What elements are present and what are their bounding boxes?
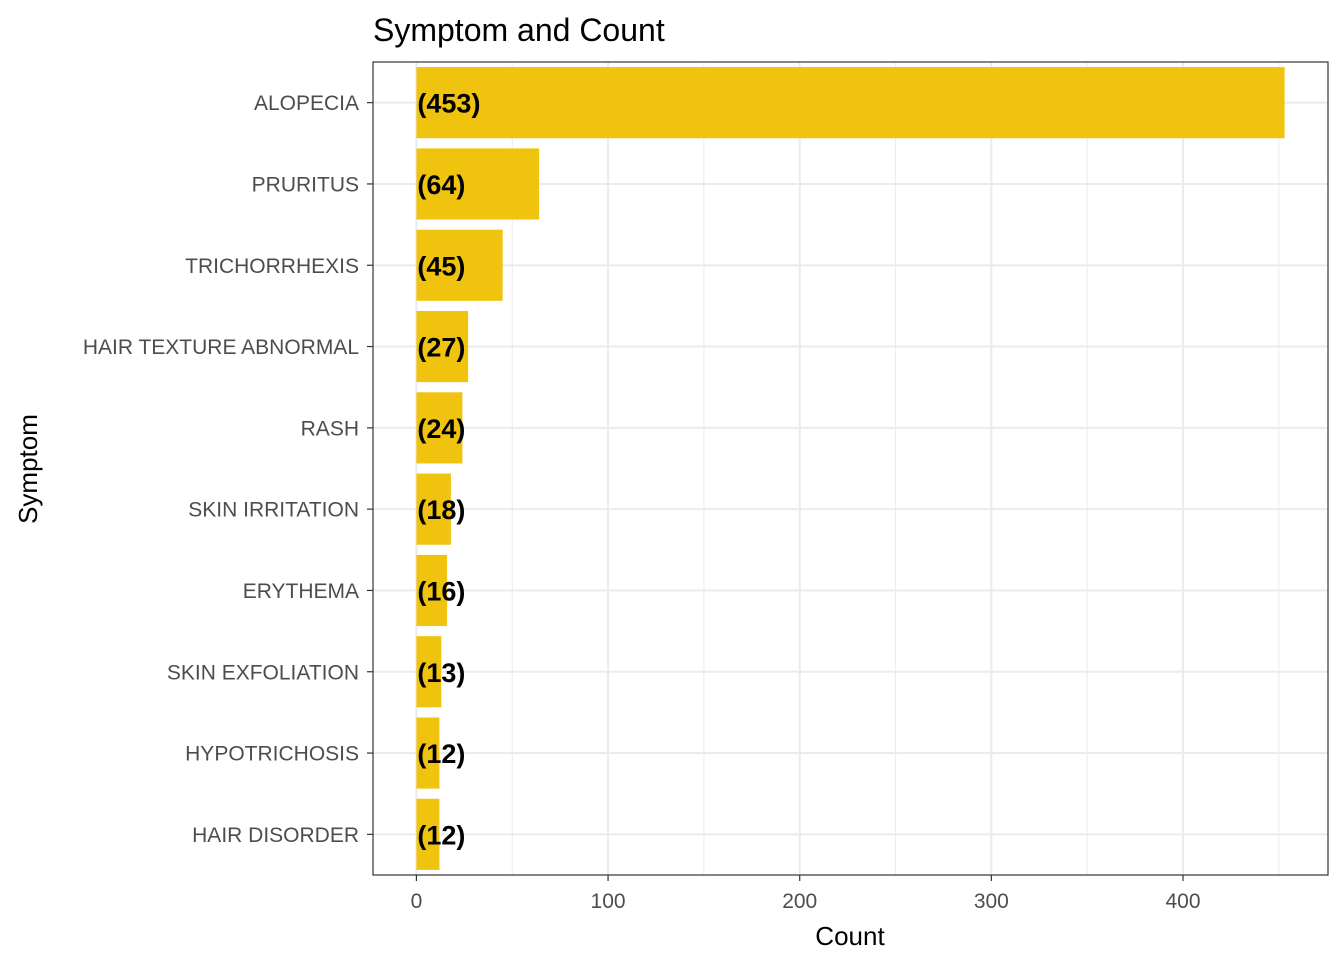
x-axis-title: Count: [815, 921, 885, 951]
y-tick-label: HYPOTRICHOSIS: [185, 743, 359, 766]
bar: [416, 717, 440, 789]
data-label: (12): [417, 820, 465, 850]
y-tick-label: HAIR TEXTURE ABNORMAL: [83, 336, 359, 359]
y-tick-label: ERYTHEMA: [243, 580, 359, 603]
x-tick-label: 200: [782, 890, 817, 913]
y-tick-label: RASH: [301, 417, 359, 440]
x-tick-label: 400: [1165, 890, 1200, 913]
bar: [416, 67, 1285, 139]
bar-layer: [416, 67, 1285, 870]
chart-title: Symptom and Count: [373, 12, 665, 48]
data-label: (16): [417, 576, 465, 606]
data-label-layer: (453) (64) (45) (27) (24) (18) (16) (13) (12) (12…: [417, 89, 480, 851]
bar: [416, 636, 442, 708]
x-tick-label: 0: [411, 890, 423, 913]
bar: [416, 148, 540, 220]
y-tick-label: SKIN IRRITATION: [188, 499, 359, 522]
bar: [416, 473, 451, 545]
y-tick-label: SKIN EXFOLIATION: [167, 661, 359, 684]
bar: [416, 798, 440, 870]
x-axis: 0 100 200 300 400: [411, 875, 1201, 913]
x-tick-label: 300: [974, 890, 1009, 913]
data-label: (64): [417, 170, 465, 200]
y-tick-label: TRICHORRHEXIS: [185, 255, 359, 278]
bar: [416, 229, 503, 301]
bar: [416, 392, 463, 464]
data-label: (453): [417, 89, 480, 119]
data-label: (18): [417, 495, 465, 525]
data-label: (13): [417, 658, 465, 688]
y-tick-label: ALOPECIA: [254, 92, 359, 115]
panel-border: [372, 61, 1329, 876]
y-axis: ALOPECIA PRURITUS TRICHORRHEXIS HAIR TEXTUR…: [83, 92, 373, 847]
data-label: (24): [417, 414, 465, 444]
bar: [416, 554, 448, 627]
data-label: (45): [417, 251, 465, 281]
x-tick-label: 100: [591, 890, 626, 913]
y-axis-title: Symptom: [13, 414, 43, 524]
data-label: (27): [417, 333, 465, 363]
data-label: (12): [417, 739, 465, 769]
y-tick-label: PRURITUS: [252, 173, 359, 196]
bar: [416, 310, 469, 383]
y-tick-label: HAIR DISORDER: [192, 824, 359, 847]
